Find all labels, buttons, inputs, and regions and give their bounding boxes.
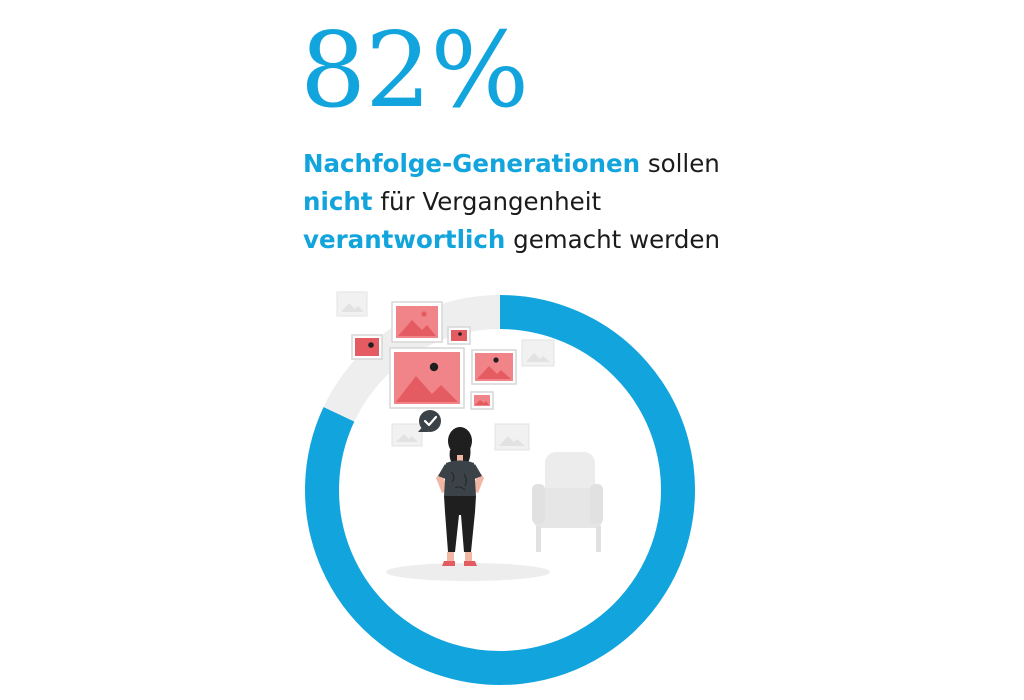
statement-rest-3: gemacht werden (505, 225, 720, 254)
red-frame-small-left (351, 334, 383, 360)
armchair (532, 452, 603, 552)
woman-figure (436, 427, 484, 566)
donut-chart (305, 291, 695, 685)
statement-highlight-2: nicht (303, 187, 373, 216)
placeholder-frame-left-mid (391, 423, 423, 447)
statement-line-1: Nachfolge-Generationen sollen (303, 145, 720, 183)
statement-rest-1: sollen (640, 149, 720, 178)
check-speech-bubble-icon (418, 410, 441, 432)
red-frame-large-center (389, 347, 465, 409)
red-frame-medium-right (471, 349, 517, 385)
placeholder-frame-right-mid (494, 423, 530, 451)
statement-text: Nachfolge-Generationen sollen nicht für … (303, 145, 720, 259)
statement-line-2: nicht für Vergangenheit (303, 183, 720, 221)
person-viewing-gallery-illustration (336, 291, 603, 581)
red-frame-small-bottom (470, 391, 494, 410)
statement-rest-2: für Vergangenheit (372, 187, 602, 216)
placeholder-frame-right (521, 339, 555, 367)
red-frame-tiny (447, 326, 471, 345)
statement-line-3: verantwortlich gemacht werden (303, 221, 720, 259)
floor-shadow (386, 563, 550, 581)
headline-percentage: 82% (300, 9, 529, 131)
statement-highlight-1: Nachfolge-Generationen (303, 149, 641, 178)
placeholder-frame-top-left (336, 291, 368, 317)
red-frame-large-top (391, 301, 443, 343)
statement-highlight-3: verantwortlich (303, 225, 506, 254)
donut-segment-value (305, 295, 695, 685)
